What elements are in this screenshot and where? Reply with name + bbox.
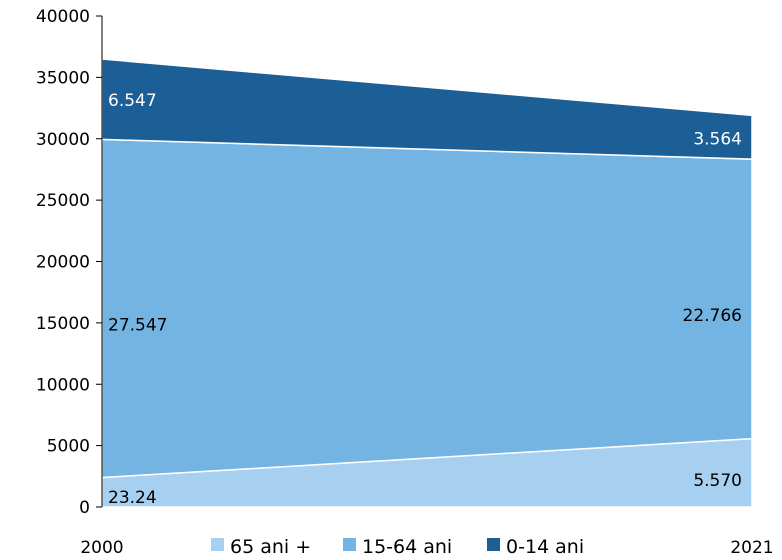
data-label: 22.766 [683, 306, 742, 326]
legend-label: 65 ani + [230, 536, 311, 558]
y-tick-label: 10000 [36, 375, 90, 395]
y-tick-label: 0 [79, 498, 90, 518]
y-tick-label: 5000 [47, 437, 90, 457]
legend-swatch [487, 538, 500, 551]
legend-label: 0-14 ani [506, 536, 584, 558]
y-tick-label: 40000 [36, 7, 90, 27]
data-label: 27.547 [108, 315, 167, 335]
y-tick-label: 20000 [36, 253, 90, 273]
legend-swatch [343, 538, 356, 551]
y-tick-label: 25000 [36, 191, 90, 211]
data-label: 5.570 [693, 471, 742, 491]
data-labels: 23.24 5.570 27.547 22.766 6.547 3.564 [108, 91, 742, 508]
y-tick-label: 35000 [36, 68, 90, 88]
x-tick-label: 2000 [80, 538, 123, 558]
legend-label: 15-64 ani [362, 536, 452, 558]
y-tick-label: 15000 [36, 314, 90, 334]
data-label: 6.547 [108, 91, 157, 111]
axes: 0 5000 10000 15000 20000 25000 30000 35000 40000… [36, 7, 774, 558]
x-tick-label: 2021 [730, 538, 773, 558]
y-tick-label: 30000 [36, 130, 90, 150]
legend: 65 ani + 15-64 ani 0-14 ani [211, 536, 584, 558]
area-layer [101, 58, 753, 508]
legend-swatch [211, 538, 224, 551]
data-label: 3.564 [693, 129, 742, 149]
area-15-64-ani [101, 138, 753, 479]
data-label: 23.24 [108, 488, 157, 508]
